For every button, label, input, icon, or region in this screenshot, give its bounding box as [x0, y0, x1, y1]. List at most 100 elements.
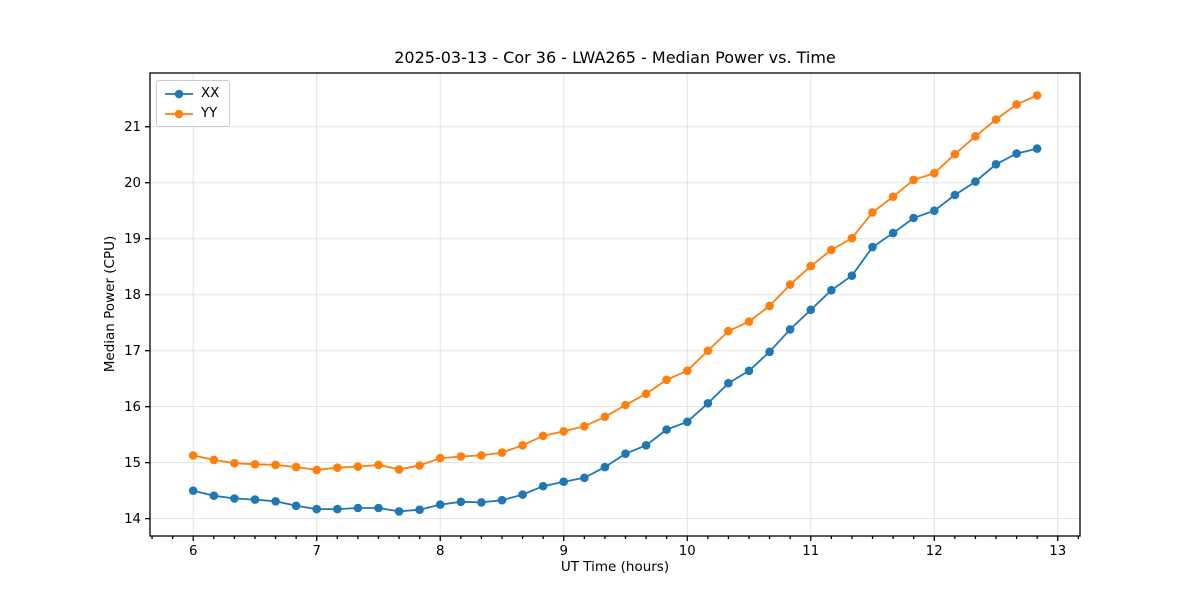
data-point-yy — [497, 448, 507, 457]
legend-line-marker-icon — [165, 109, 193, 118]
data-point-xx — [703, 399, 713, 408]
x-tick-label: 10 — [679, 544, 696, 559]
data-point-xx — [188, 486, 198, 496]
y-tick-label: 18 — [124, 288, 141, 303]
data-point-xx — [1012, 149, 1021, 158]
data-point-xx — [847, 271, 857, 281]
data-point-xx — [374, 503, 383, 513]
data-point-yy — [600, 412, 610, 422]
data-point-xx — [827, 285, 836, 295]
data-point-yy — [950, 149, 960, 159]
data-point-xx — [641, 441, 651, 450]
data-point-xx — [435, 500, 445, 509]
y-tick-label: 19 — [124, 232, 141, 247]
data-point-xx — [724, 378, 733, 388]
y-tick-label: 15 — [124, 456, 141, 471]
data-point-xx — [394, 507, 404, 516]
x-axis-label: UT Time (hours) — [560, 559, 670, 575]
x-tick-label: 8 — [436, 544, 444, 559]
data-point-xx — [250, 495, 260, 504]
data-point-yy — [291, 462, 301, 472]
data-point-yy — [580, 422, 589, 431]
data-point-yy — [868, 208, 877, 217]
legend: XX YY — [156, 80, 231, 127]
y-tick-label: 20 — [124, 176, 141, 191]
data-point-xx — [950, 190, 960, 200]
x-tick-label: 11 — [802, 544, 819, 559]
data-point-xx — [415, 505, 424, 514]
data-point-yy — [1032, 91, 1042, 100]
data-point-xx — [559, 477, 568, 487]
data-point-yy — [806, 261, 816, 271]
data-point-xx — [930, 206, 939, 215]
data-point-xx — [621, 449, 630, 459]
data-point-xx — [785, 325, 795, 334]
data-point-xx — [765, 347, 774, 357]
data-point-yy — [971, 132, 980, 141]
data-point-xx — [518, 490, 527, 499]
data-point-yy — [744, 317, 754, 326]
data-point-xx — [230, 494, 239, 503]
data-point-xx — [600, 462, 610, 472]
chart-title: 2025-03-13 - Cor 36 - LWA265 - Median Po… — [394, 48, 836, 67]
y-tick-label: 16 — [124, 400, 141, 415]
data-point-xx — [991, 160, 1001, 169]
data-point-xx — [580, 473, 589, 483]
data-point-yy — [683, 366, 692, 376]
data-point-yy — [847, 233, 857, 243]
data-point-xx — [477, 498, 486, 507]
plot-frame — [149, 72, 1081, 537]
data-point-yy — [353, 462, 363, 471]
data-point-yy — [559, 427, 568, 436]
x-tick-label: 13 — [1049, 544, 1066, 559]
data-point-yy — [621, 400, 630, 410]
legend-label-xx: XX — [201, 86, 220, 101]
data-point-xx — [888, 228, 898, 238]
y-tick-label: 21 — [124, 120, 141, 135]
series-line-xx — [192, 147, 1038, 513]
data-point-yy — [456, 452, 466, 461]
data-point-yy — [518, 441, 527, 450]
data-point-xx — [291, 501, 301, 511]
data-point-xx — [312, 504, 322, 514]
data-point-xx — [683, 417, 692, 427]
data-point-xx — [497, 495, 507, 505]
y-tick-label: 14 — [124, 512, 141, 527]
x-tick-label: 12 — [926, 544, 943, 559]
data-point-yy — [271, 460, 280, 470]
data-point-yy — [930, 168, 939, 178]
data-point-xx — [333, 504, 342, 514]
data-point-yy — [703, 346, 713, 356]
data-point-yy — [888, 192, 898, 201]
data-point-yy — [477, 451, 486, 460]
data-point-yy — [909, 175, 918, 185]
data-point-yy — [250, 460, 260, 469]
data-point-yy — [188, 451, 198, 460]
data-point-yy — [415, 461, 424, 470]
y-tick-label: 17 — [124, 344, 141, 359]
data-point-xx — [662, 425, 671, 434]
data-point-yy — [333, 463, 342, 473]
data-point-xx — [538, 481, 548, 491]
data-point-xx — [806, 305, 816, 315]
data-point-xx — [271, 497, 280, 506]
data-point-yy — [785, 280, 795, 289]
data-point-yy — [230, 458, 239, 468]
x-tick-label: 7 — [312, 544, 320, 559]
data-point-yy — [374, 460, 383, 470]
data-point-xx — [1032, 144, 1042, 153]
legend-item-xx: XX — [164, 84, 219, 103]
series-line-yy — [193, 94, 1038, 471]
data-point-xx — [209, 491, 219, 501]
data-point-yy — [765, 301, 774, 311]
data-point-yy — [312, 465, 322, 475]
data-point-yy — [641, 389, 651, 399]
data-point-yy — [435, 453, 445, 463]
data-point-yy — [1012, 100, 1021, 109]
data-point-xx — [744, 366, 754, 376]
x-tick-label: 6 — [189, 544, 197, 559]
legend-item-yy: YY — [164, 104, 219, 123]
data-point-yy — [662, 375, 671, 385]
